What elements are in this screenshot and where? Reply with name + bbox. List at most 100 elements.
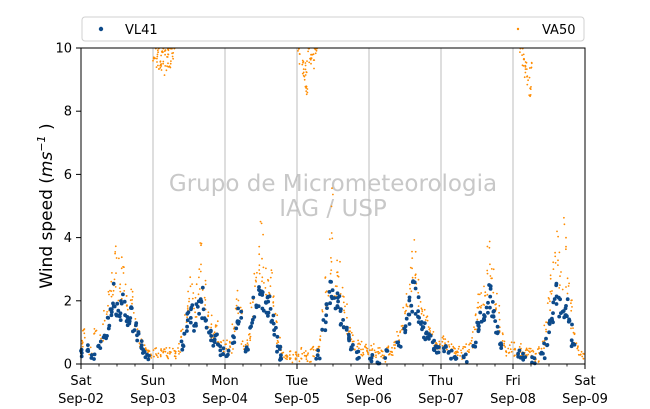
point-va50 <box>272 301 275 303</box>
legend-marker-va50 <box>516 27 520 31</box>
point-va50 <box>303 354 306 357</box>
point-va50 <box>308 361 311 363</box>
point-va50 <box>159 355 162 358</box>
point-va50 <box>417 305 420 307</box>
point-va50 <box>488 240 491 243</box>
point-va50 <box>298 53 301 55</box>
point-va50 <box>453 352 456 354</box>
point-vl41 <box>214 333 219 337</box>
point-vl41 <box>237 319 241 324</box>
point-va50 <box>131 302 133 305</box>
point-vl41 <box>185 329 189 333</box>
point-va50 <box>159 66 162 69</box>
y-tick-label: 4 <box>64 231 72 246</box>
point-vl41 <box>129 306 133 310</box>
point-vl41 <box>547 330 551 335</box>
point-va50 <box>239 306 242 309</box>
point-va50 <box>172 347 174 350</box>
legend: VL41 VA50 <box>81 16 585 42</box>
point-vl41 <box>441 346 446 351</box>
x-tick-label-date: Sep-04 <box>202 392 248 407</box>
point-va50 <box>454 350 457 353</box>
point-va50 <box>365 346 368 349</box>
point-va50 <box>380 350 383 353</box>
point-va50 <box>422 314 425 317</box>
point-va50 <box>166 355 169 358</box>
point-va50 <box>125 295 128 297</box>
point-vl41 <box>484 305 489 310</box>
point-vl41 <box>232 335 236 340</box>
point-va50 <box>543 347 545 350</box>
point-va50 <box>160 63 163 65</box>
point-va50 <box>343 296 345 298</box>
point-va50 <box>230 352 233 354</box>
point-vl41 <box>551 300 556 305</box>
point-vl41 <box>221 346 226 351</box>
point-va50 <box>426 319 429 322</box>
point-va50 <box>454 353 457 355</box>
point-vl41 <box>542 341 546 346</box>
point-vl41 <box>432 348 437 353</box>
point-va50 <box>144 347 147 349</box>
point-va50 <box>81 341 84 344</box>
point-va50 <box>83 336 86 339</box>
point-va50 <box>298 360 301 363</box>
y-axis-label-suffix: ) <box>37 123 57 135</box>
point-va50 <box>365 343 367 346</box>
point-vl41 <box>402 326 407 331</box>
point-vl41 <box>323 328 328 333</box>
point-vl41 <box>271 313 276 318</box>
point-va50 <box>131 299 134 301</box>
point-vl41 <box>325 302 329 307</box>
point-va50 <box>402 306 405 309</box>
point-va50 <box>522 53 525 56</box>
point-vl41 <box>420 327 424 332</box>
point-va50 <box>302 61 304 64</box>
point-va50 <box>304 68 307 71</box>
point-va50 <box>529 351 531 354</box>
point-va50 <box>508 351 511 354</box>
point-vl41 <box>521 357 526 362</box>
point-va50 <box>552 268 555 270</box>
point-va50 <box>229 341 231 344</box>
point-vl41 <box>117 314 122 319</box>
point-va50 <box>503 342 505 345</box>
point-vl41 <box>257 285 261 289</box>
point-vl41 <box>335 304 340 308</box>
point-vl41 <box>325 306 329 310</box>
point-va50 <box>342 301 345 304</box>
point-va50 <box>490 277 493 280</box>
point-va50 <box>132 312 135 314</box>
point-vl41 <box>127 321 132 326</box>
point-va50 <box>471 337 473 339</box>
point-va50 <box>249 335 252 338</box>
point-vl41 <box>119 299 123 303</box>
point-va50 <box>559 275 561 277</box>
point-vl41 <box>565 314 569 319</box>
point-va50 <box>143 344 146 346</box>
point-va50 <box>240 343 243 345</box>
point-va50 <box>169 62 172 65</box>
point-vl41 <box>422 335 426 340</box>
point-vl41 <box>570 341 575 346</box>
point-va50 <box>232 348 234 350</box>
point-va50 <box>304 64 307 67</box>
point-va50 <box>160 54 163 57</box>
point-va50 <box>173 355 176 358</box>
point-va50 <box>391 346 393 349</box>
point-vl41 <box>111 301 115 306</box>
point-va50 <box>171 52 174 55</box>
point-vl41 <box>496 330 500 335</box>
point-vl41 <box>121 292 125 297</box>
point-va50 <box>351 334 354 337</box>
point-vl41 <box>269 320 274 324</box>
point-va50 <box>192 292 195 294</box>
point-vl41 <box>499 343 504 348</box>
point-va50 <box>362 353 365 356</box>
point-vl41 <box>482 314 487 319</box>
point-va50 <box>226 339 228 342</box>
point-va50 <box>204 304 207 306</box>
point-vl41 <box>211 343 216 348</box>
point-va50 <box>547 297 550 299</box>
point-vl41 <box>476 327 481 332</box>
